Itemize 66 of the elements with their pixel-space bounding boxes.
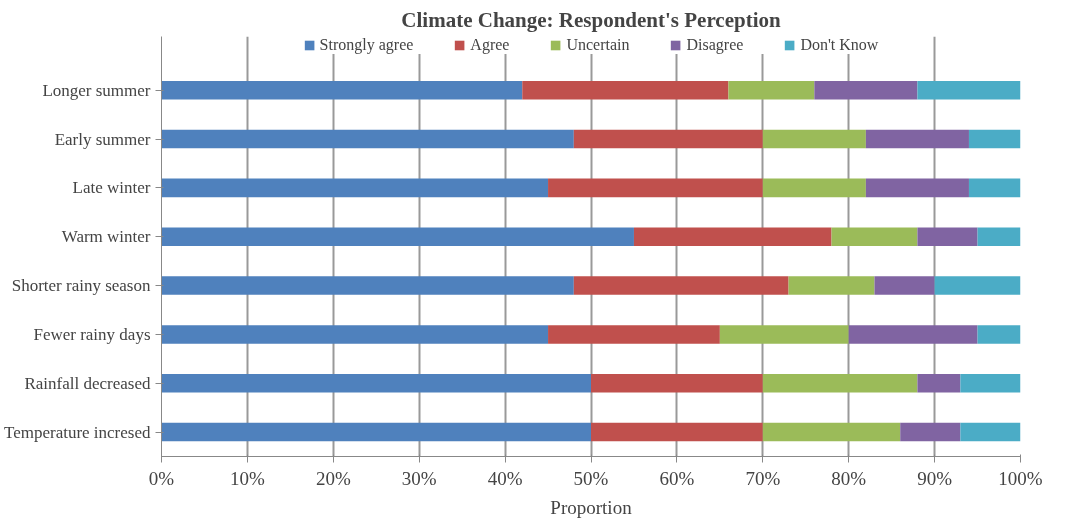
bar: [762, 373, 918, 393]
bar: [762, 178, 866, 198]
x-tick-label: 10%: [229, 467, 265, 489]
bar: [848, 325, 978, 344]
legend-label: Agree: [470, 36, 510, 54]
legend-label: Strongly agree: [319, 36, 414, 54]
legend-label: Uncertain: [566, 36, 630, 54]
x-tick-label: 0%: [148, 467, 175, 489]
bar: [161, 178, 549, 198]
bar: [161, 422, 591, 442]
bar: [633, 227, 832, 247]
bar: [522, 80, 729, 100]
bar: [968, 178, 1021, 198]
bar: [900, 422, 961, 442]
bar: [591, 422, 763, 442]
bar: [548, 178, 763, 198]
x-tick-label: 50%: [573, 467, 609, 489]
bar: [917, 227, 978, 247]
x-axis-title: Proportion: [550, 496, 633, 518]
legend-label: Disagree: [686, 36, 744, 54]
bar: [960, 422, 1021, 442]
bar: [573, 276, 789, 295]
y-tick-label: Longer summer: [42, 80, 151, 100]
bar: [960, 373, 1021, 393]
bar: [865, 129, 969, 149]
y-tick-label: Rainfall decreased: [24, 373, 151, 393]
x-tick-label: 70%: [745, 467, 781, 489]
x-tick-label: 60%: [659, 467, 695, 489]
bar: [161, 325, 549, 344]
bar: [548, 325, 720, 344]
bar: [968, 129, 1021, 149]
y-tick-label: Early summer: [54, 129, 151, 149]
x-tick-label: 90%: [917, 467, 953, 489]
bar: [161, 80, 523, 100]
x-tick-label: 30%: [401, 467, 437, 489]
x-tick-label: 20%: [315, 467, 351, 489]
y-tick-label: Temperature incresed: [3, 422, 151, 442]
x-tick-label: 40%: [487, 467, 523, 489]
bar: [591, 373, 763, 393]
bar: [934, 276, 1021, 295]
bar: [831, 227, 918, 247]
bar: [762, 422, 901, 442]
bar: [161, 373, 591, 393]
bar: [977, 325, 1021, 344]
bar: [874, 276, 935, 295]
bar: [719, 325, 849, 344]
bar: [728, 80, 815, 100]
bar: [814, 80, 918, 100]
bar: [161, 129, 574, 149]
bar: [762, 129, 866, 149]
chart-title: Climate Change: Respondent's Perception: [401, 7, 781, 32]
bar: [977, 227, 1021, 247]
y-tick-label: Fewer rainy days: [33, 324, 151, 344]
bar: [161, 276, 574, 295]
bar: [161, 227, 634, 247]
y-tick-label: Warm winter: [61, 227, 151, 247]
bar: [917, 373, 961, 393]
y-tick-label: Late winter: [72, 178, 151, 198]
bar: [788, 276, 875, 295]
bar: [917, 80, 1021, 100]
y-tick-label: Shorter rainy season: [11, 276, 151, 296]
bar: [865, 178, 969, 198]
x-tick-label: 80%: [831, 467, 867, 489]
legend-label: Don't Know: [800, 36, 879, 54]
bar: [573, 129, 763, 149]
x-tick-label: 100%: [998, 467, 1043, 489]
